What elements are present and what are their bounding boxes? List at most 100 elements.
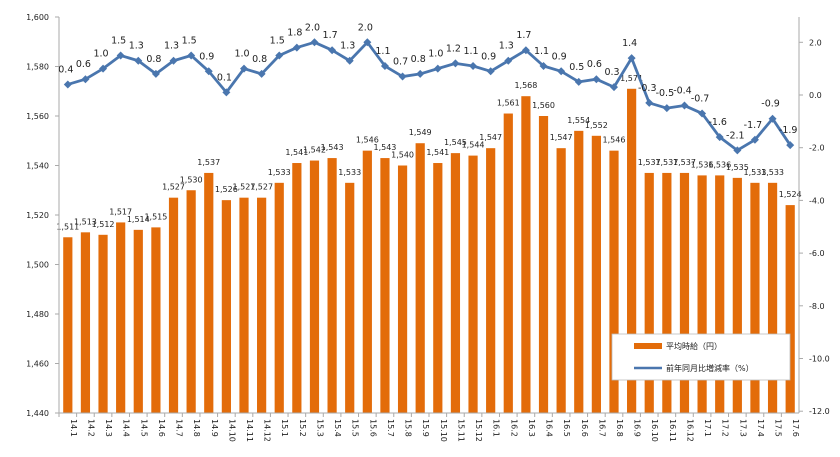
line-label: 1.8	[287, 28, 302, 39]
bar	[274, 182, 284, 413]
x-tick-label: 15.2	[298, 419, 307, 437]
bar	[644, 172, 654, 413]
x-tick-label: 14.11	[245, 419, 254, 442]
line-marker	[486, 67, 495, 76]
line-marker	[363, 38, 372, 47]
line-label: 1.3	[129, 41, 144, 52]
line-marker	[433, 64, 442, 73]
line-marker	[469, 62, 478, 71]
bar	[116, 222, 126, 413]
line-marker	[557, 67, 566, 76]
bar	[574, 130, 584, 413]
bar-label: 1,513	[74, 217, 97, 226]
bar-label: 1,526	[215, 185, 238, 194]
line-label: 2.0	[305, 22, 320, 33]
right-tick-label: 0.0	[809, 91, 822, 100]
bar-label: 1,527	[250, 183, 273, 192]
line-label: -1.9	[779, 125, 798, 136]
x-tick-label: 15.6	[368, 419, 377, 437]
x-tick-label: 16.6	[580, 419, 589, 437]
bar	[627, 88, 637, 414]
line-label: 0.9	[481, 51, 496, 62]
x-tick-label: 16.4	[545, 419, 554, 437]
line-label: 1.5	[270, 35, 285, 46]
line-label: 1.0	[93, 49, 108, 60]
bar	[327, 158, 337, 413]
x-tick-label: 15.8	[404, 419, 413, 437]
bar	[380, 158, 390, 413]
line-marker	[99, 64, 108, 73]
line-marker	[750, 135, 759, 144]
x-tick-label: 15.1	[280, 419, 289, 437]
line-series	[63, 38, 795, 155]
legend-swatch-bar	[634, 343, 662, 349]
x-tick-label: 17.3	[738, 419, 747, 437]
bar	[521, 96, 531, 413]
bar-label: 1,535	[726, 163, 749, 172]
bar-label: 1,543	[321, 143, 344, 152]
x-tick-label: 14.10	[227, 419, 236, 442]
bar	[503, 113, 513, 414]
bar-label: 1,527	[162, 183, 185, 192]
line-marker	[151, 69, 160, 78]
right-tick-label: -8.0	[809, 302, 825, 311]
bar	[415, 143, 425, 413]
x-tick-label: 15.9	[421, 419, 430, 437]
bar-label: 1,546	[603, 136, 626, 145]
line-label: -0.9	[761, 99, 780, 110]
legend-label-bar: 平均時給（円）	[666, 341, 722, 351]
line-label: 0.6	[76, 59, 91, 70]
line-marker	[504, 56, 513, 65]
left-tick-label: 1,520	[26, 211, 49, 220]
bar-label: 1,537	[197, 158, 220, 167]
bar-label: 1,568	[514, 81, 537, 90]
bar	[186, 190, 196, 413]
line-label: 0.8	[411, 54, 426, 65]
line-marker	[786, 141, 795, 150]
bar	[433, 163, 443, 413]
x-tick-label: 15.10	[439, 419, 448, 442]
line-label: -1.6	[708, 117, 727, 128]
x-tick-label: 15.3	[315, 419, 324, 437]
bar-label: 1,514	[127, 215, 150, 224]
bar-label: 1,543	[373, 143, 396, 152]
bar	[732, 177, 742, 413]
bar	[98, 234, 108, 413]
line-marker	[627, 54, 636, 63]
line-data-labels: 0.4 0.61.01.5 1.30.81.3 1.50.90.11.0 0.81.51…	[58, 22, 797, 141]
bar-label: 1,545	[444, 138, 467, 147]
bar-label: 1,515	[144, 212, 167, 221]
bar-label: 1,517	[109, 207, 132, 216]
bar	[697, 175, 707, 413]
line-marker	[380, 62, 389, 71]
x-tick-label: 17.4	[756, 419, 765, 437]
left-tick-label: 1,500	[26, 261, 49, 270]
bar-label: 1,561	[497, 99, 520, 108]
x-tick-label: 14.5	[139, 419, 148, 437]
line-label: 1.5	[111, 35, 126, 46]
bar-label: 1,541	[285, 148, 308, 157]
x-tick-label: 14.12	[263, 419, 272, 442]
line-marker	[81, 75, 90, 84]
bar-label: 1,560	[532, 101, 555, 110]
line-marker	[733, 146, 742, 155]
line-label: 0.1	[217, 72, 232, 83]
bar	[63, 237, 73, 413]
line-marker	[592, 75, 601, 84]
left-tick-label: 1,480	[26, 310, 49, 319]
line-marker	[187, 51, 196, 60]
line-marker	[662, 104, 671, 113]
bar-label: 1,536	[691, 160, 714, 169]
line-label: 1.1	[534, 46, 549, 57]
bar-label: 1,552	[585, 121, 608, 130]
line-marker	[698, 109, 707, 118]
line-label: 0.7	[393, 57, 408, 68]
left-tick-label: 1,580	[26, 63, 49, 72]
bar-label: 1,540	[391, 151, 414, 160]
line-marker	[169, 56, 178, 65]
line-label: 2.0	[358, 22, 373, 33]
bar-label: 1,530	[180, 175, 203, 184]
bar-label: 1,533	[338, 168, 361, 177]
line-label: 1.0	[428, 49, 443, 60]
x-tick-label: 14.1	[69, 419, 78, 437]
